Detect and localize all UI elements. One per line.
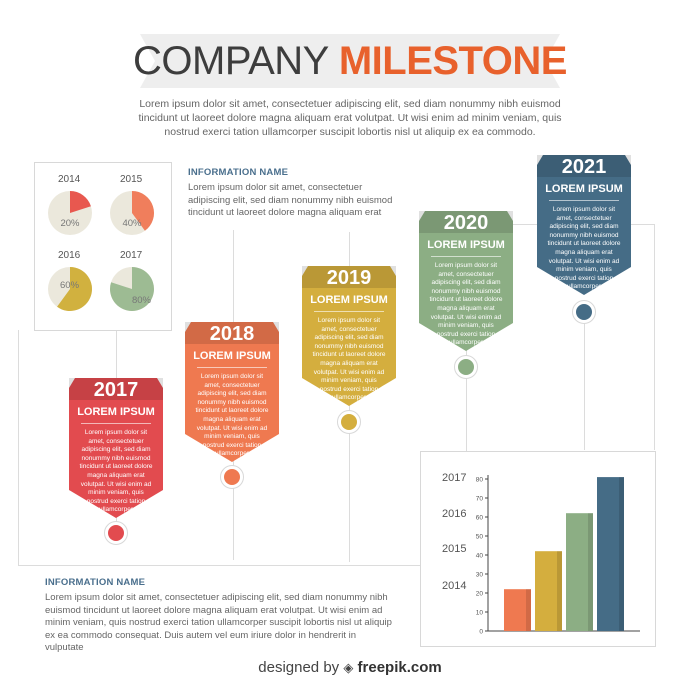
pie-chart: [110, 267, 155, 311]
footer-prefix: designed by: [258, 659, 340, 676]
y-tick-label: 60: [476, 515, 484, 522]
milestone-2018: 2018 LOREM IPSUM Lorem ipsum dolor sit ame…: [185, 322, 279, 462]
title-ribbon: [140, 34, 560, 88]
milestone-text: Lorem ipsum dolor sit amet, consectetuer…: [547, 206, 621, 291]
pie-slice: [110, 267, 155, 311]
pie-chart: [48, 191, 92, 235]
info-bottom-title: INFORMATION NAME: [45, 577, 146, 588]
bar-shade: [526, 589, 531, 631]
bar: [535, 551, 562, 631]
pie-percent: 20%: [60, 218, 80, 229]
milestone-divider: [549, 200, 619, 201]
milestone-year: 2018: [209, 323, 255, 345]
milestone-year: 2017: [93, 379, 139, 401]
milestone-2021: 2021 LOREM IPSUM Lorem ipsum dolor sit ame…: [537, 155, 631, 295]
info-bottom-text: Lorem ipsum dolor sit amet, consectetuer…: [45, 592, 392, 653]
pie-year: 2017: [120, 250, 143, 261]
milestone-dot: [341, 414, 357, 430]
y-tick-label: 40: [476, 553, 484, 560]
pie-slice: [132, 191, 155, 231]
bar-year-label: 2015: [442, 543, 466, 555]
pie-percent: 60%: [60, 280, 80, 291]
pie-year: 2016: [58, 250, 81, 261]
bar-chart: 0 10 20 30 40 50 60 70 80 2017 2016 2015 2014: [442, 472, 640, 636]
freepik-logo-icon: ◈: [343, 660, 354, 675]
milestone-label: LOREM IPSUM: [427, 239, 505, 251]
milestone-text: Lorem ipsum dolor sit amet, consectetuer…: [312, 317, 386, 402]
milestone-shape: [537, 155, 631, 295]
milestone-2017: 2017 LOREM IPSUM Lorem ipsum dolor sit ame…: [69, 378, 163, 518]
bar-shade: [588, 513, 593, 631]
milestone-shape: [185, 322, 279, 462]
intro-text: Lorem ipsum dolor sit amet, consectetuer…: [138, 98, 562, 138]
bar: [504, 589, 531, 631]
pie-year: 2014: [58, 174, 81, 185]
bar-shade: [619, 477, 624, 631]
y-tick-label: 20: [476, 591, 484, 598]
pie-chart: [48, 267, 92, 311]
bottom-connector: [18, 565, 420, 566]
title-part1: COMPANY: [133, 38, 329, 83]
milestone-dot: [108, 525, 124, 541]
milestone-divider: [81, 423, 151, 424]
milestone-divider: [314, 311, 384, 312]
milestone-divider: [431, 256, 501, 257]
right-connector: [654, 224, 655, 450]
y-tick-label: 50: [476, 534, 484, 541]
milestone-shape: [69, 378, 163, 518]
y-tick-label: 10: [476, 610, 484, 617]
pie-chart: [110, 191, 155, 235]
pie-year: 2015: [120, 174, 143, 185]
milestone-dot: [224, 469, 240, 485]
milestone-shape: [419, 211, 513, 351]
milestone-label: LOREM IPSUM: [77, 406, 155, 418]
y-tick-label: 80: [476, 477, 484, 484]
pie-slice: [70, 191, 91, 213]
bar-year-label: 2016: [442, 508, 466, 520]
pie-slice: [57, 267, 92, 311]
milestone-label: LOREM IPSUM: [545, 183, 623, 195]
milestone-text: Lorem ipsum dolor sit amet, consectetuer…: [195, 373, 269, 458]
milestone-shape: [302, 266, 396, 406]
bar-year-label: 2014: [442, 580, 466, 592]
bar: [597, 477, 624, 631]
y-tick-label: 30: [476, 572, 484, 579]
milestone-label: LOREM IPSUM: [310, 294, 388, 306]
bar: [566, 513, 593, 631]
milestone-dot: [576, 304, 592, 320]
milestone-2019: 2019 LOREM IPSUM Lorem ipsum dolor sit ame…: [302, 266, 396, 406]
milestone-text: Lorem ipsum dolor sit amet, consectetuer…: [429, 262, 503, 347]
bar-shade: [557, 551, 562, 631]
bar-year-label: 2017: [442, 472, 466, 484]
footer-credit: designed by ◈ freepik.com: [0, 659, 700, 676]
line-2021: [584, 310, 585, 450]
y-tick-label: 70: [476, 496, 484, 503]
milestone-year: 2021: [561, 156, 607, 178]
milestone-text: Lorem ipsum dolor sit amet, consectetuer…: [79, 429, 153, 514]
milestone-dot: [458, 359, 474, 375]
left-connector: [18, 330, 19, 566]
title-part2: MILESTONE: [338, 38, 568, 83]
y-tick-label: 0: [479, 629, 483, 636]
page-title: COMPANY MILESTONE: [133, 32, 567, 90]
pie-percent: 80%: [131, 295, 151, 306]
info-top-text: Lorem ipsum dolor sit amet, consectetuer…: [188, 182, 393, 218]
milestone-label: LOREM IPSUM: [193, 350, 271, 362]
footer-brand: freepik.com: [357, 659, 442, 676]
milestone-divider: [197, 367, 267, 368]
info-top-title: INFORMATION NAME: [188, 167, 289, 178]
milestone-year: 2019: [326, 267, 372, 289]
milestone-year: 2020: [443, 212, 489, 234]
milestone-2020: 2020 LOREM IPSUM Lorem ipsum dolor sit ame…: [419, 211, 513, 351]
pie-percent: 40%: [122, 218, 142, 229]
